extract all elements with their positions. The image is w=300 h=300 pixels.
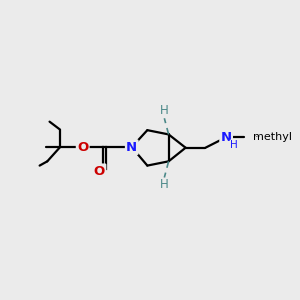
Text: N: N	[126, 141, 137, 154]
Text: N: N	[221, 131, 231, 144]
Text: H: H	[230, 140, 238, 150]
Text: methyl: methyl	[256, 136, 261, 137]
Text: N: N	[220, 131, 232, 144]
Text: O: O	[94, 165, 105, 178]
Text: H: H	[230, 140, 237, 150]
Text: O: O	[77, 141, 88, 154]
Text: H: H	[160, 104, 169, 117]
Text: methyl: methyl	[253, 132, 292, 142]
Text: H: H	[160, 178, 169, 191]
